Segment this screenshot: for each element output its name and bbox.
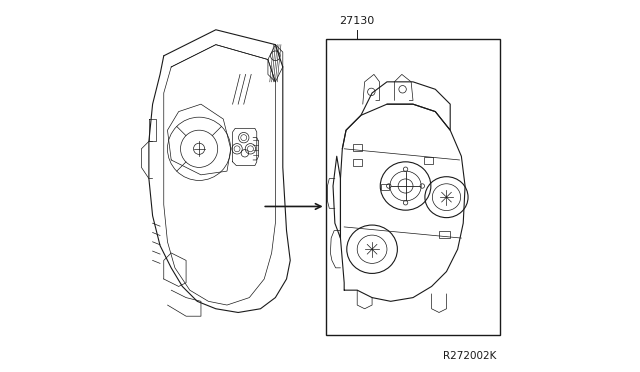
Text: 27130: 27130	[340, 16, 375, 26]
Text: R272002K: R272002K	[444, 351, 497, 361]
Bar	[353, 144, 362, 151]
Bar	[353, 159, 362, 166]
Bar	[439, 231, 450, 238]
Bar	[381, 184, 389, 190]
Bar	[424, 157, 433, 164]
Bar	[326, 39, 500, 335]
